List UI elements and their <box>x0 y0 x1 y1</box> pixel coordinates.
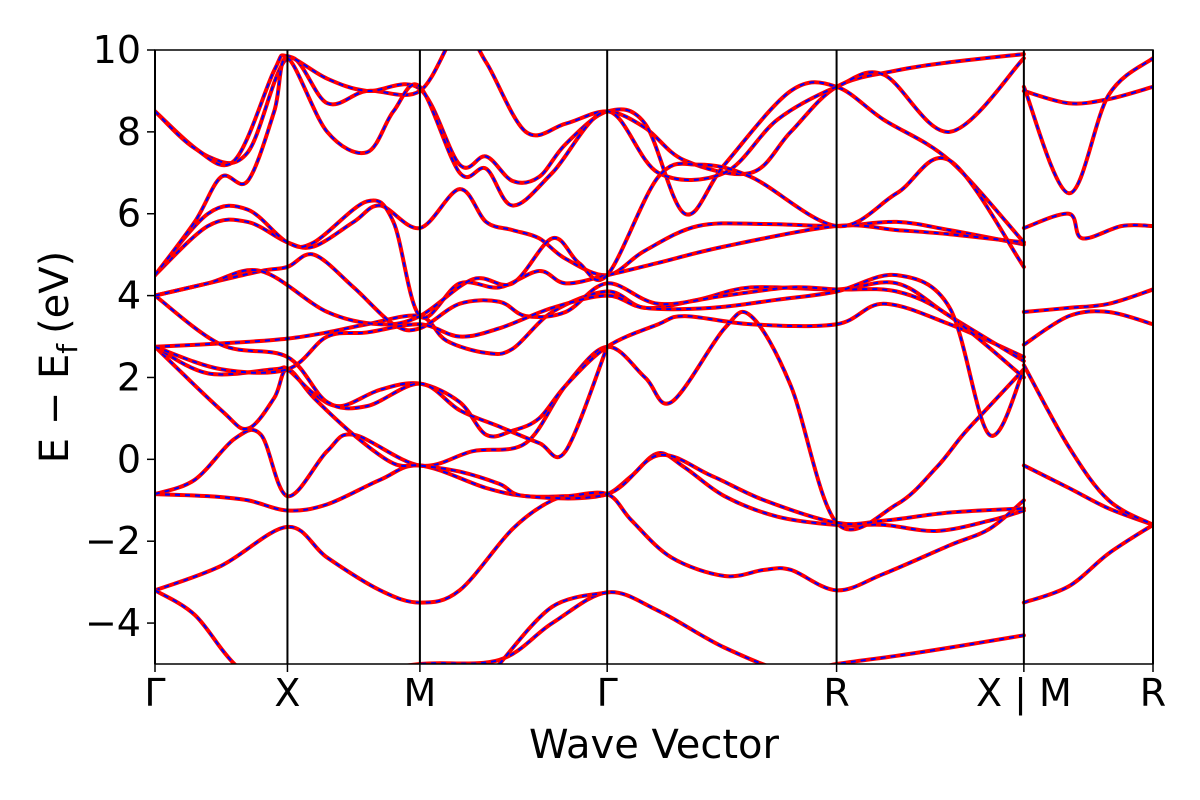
band-line-blue-dashed <box>155 273 1025 437</box>
y-tick-label: −4 <box>85 601 141 645</box>
plot-frame <box>154 49 1154 665</box>
y-axis-title-unit: (eV) <box>32 251 78 334</box>
band-line-blue-dashed <box>1023 310 1153 346</box>
x-tick-label: Γ <box>144 671 165 715</box>
x-axis-ticks: Γ X M Γ R X | M R <box>144 664 1166 716</box>
band-line-blue-dashed <box>155 346 1024 526</box>
band-line-blue-dashed <box>1022 364 1153 526</box>
x-tick-label: M <box>403 671 436 715</box>
band-line-red <box>155 301 1026 439</box>
band-line-blue-dashed <box>155 188 1025 277</box>
band-line-blue-dashed <box>1022 57 1153 195</box>
band-line-blue-dashed <box>155 57 1025 276</box>
y-tick-label: 8 <box>117 110 141 154</box>
x-tick-label: X | M <box>976 671 1072 716</box>
y-tick-label: −2 <box>85 519 141 563</box>
band-line-blue-dashed <box>155 310 1025 531</box>
y-tick-label: 0 <box>117 437 141 481</box>
x-axis-title: Wave Vector <box>529 722 780 768</box>
y-axis-title: E − Ef (eV) <box>32 251 84 464</box>
y-tick-label: 10 <box>93 28 141 72</box>
band-line-blue-dashed <box>155 464 1025 592</box>
band-line-blue-dashed <box>155 589 1025 664</box>
y-tick-label: 2 <box>117 355 141 399</box>
band-line-blue-dashed <box>155 50 1024 176</box>
x-tick-label: R <box>1140 671 1166 715</box>
y-tick-label: 4 <box>117 274 141 318</box>
x-tick-label: X <box>274 671 300 715</box>
x-tick-label: Γ <box>597 671 618 715</box>
band-line-blue-dashed <box>155 157 1025 326</box>
band-line-blue-dashed <box>498 591 608 664</box>
y-axis-title-sub: f <box>51 343 84 354</box>
y-tick-label: 6 <box>117 192 141 236</box>
x-tick-label: R <box>823 671 849 715</box>
band-line-blue-dashed <box>1023 85 1153 105</box>
band-line-blue-dashed <box>155 281 1025 362</box>
y-axis-ticks: −4 −2 0 2 4 6 8 10 <box>85 28 155 645</box>
band-line-blue-dashed <box>1023 523 1153 604</box>
band-line-blue-dashed <box>155 54 1025 244</box>
y-axis-title-main: E − E <box>32 354 78 464</box>
band-line-blue-dashed <box>1023 288 1153 313</box>
band-line-blue-dashed <box>1023 212 1153 240</box>
